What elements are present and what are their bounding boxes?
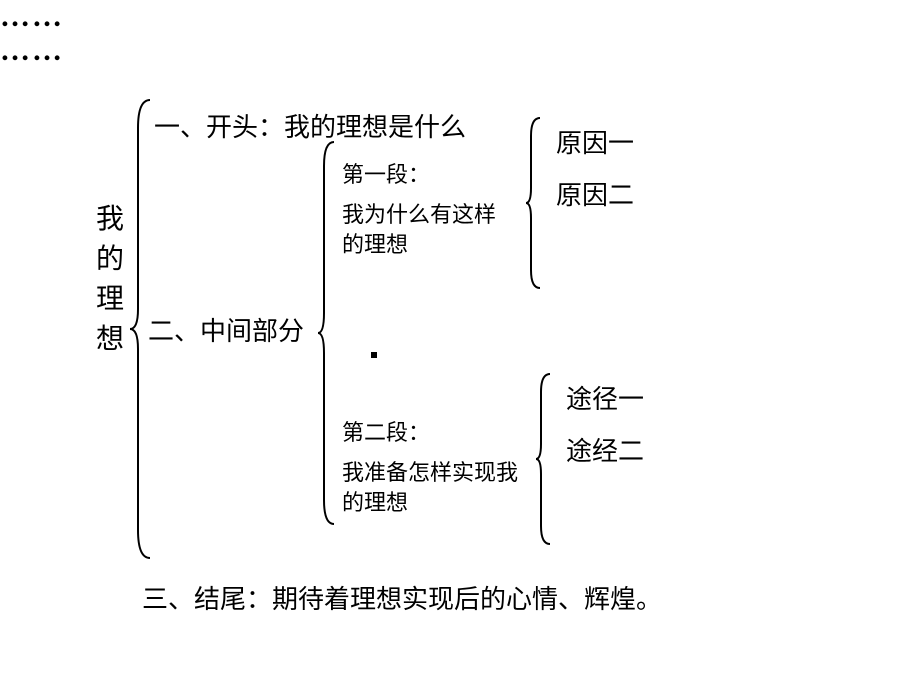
- heading-middle: 二、中间部分: [148, 314, 304, 350]
- heading-ending: 三、结尾：期待着理想实现后的心情、辉煌。: [142, 582, 662, 618]
- main-title-vertical: 我 的 理 想: [96, 200, 124, 360]
- title-char: 理: [96, 280, 124, 320]
- path-2: 途经二: [566, 434, 644, 470]
- bracket-para1: [524, 116, 542, 290]
- bracket-para2: [534, 372, 552, 546]
- para1-label: 第一段：: [342, 160, 430, 190]
- title-char: 的: [96, 240, 124, 280]
- reason-2: 原因二: [556, 178, 634, 214]
- para1-text: 我为什么有这样的理想: [342, 200, 512, 260]
- title-char: 想: [96, 320, 124, 360]
- reason-1: 原因一: [556, 126, 634, 162]
- bracket-section: [316, 140, 336, 526]
- path-1: 途径一: [566, 382, 644, 418]
- ellipsis-reasons: ……: [0, 0, 920, 34]
- title-char: 我: [96, 200, 124, 240]
- para2-text: 我准备怎样实现我的理想: [342, 458, 522, 518]
- center-marker: [371, 352, 377, 358]
- heading-intro: 一、开头：我的理想是什么: [154, 110, 466, 146]
- ellipsis-paths: ……: [0, 34, 920, 68]
- para2-label: 第二段：: [342, 418, 430, 448]
